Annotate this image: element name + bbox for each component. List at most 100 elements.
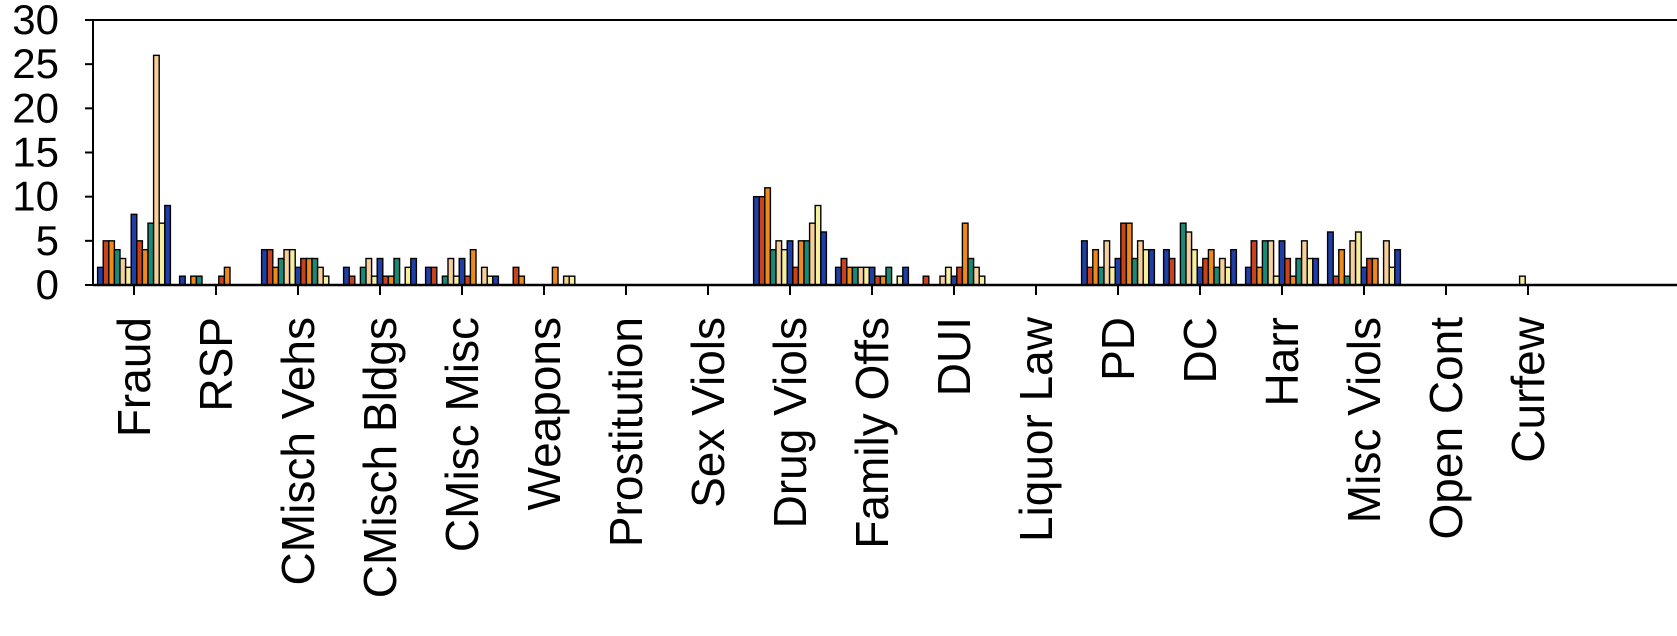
bar — [96, 266, 104, 286]
bar — [862, 266, 870, 286]
bar — [820, 231, 828, 286]
bar — [190, 275, 198, 286]
bar — [1300, 240, 1308, 286]
bar — [410, 257, 418, 286]
bar — [119, 257, 127, 286]
bar — [792, 266, 800, 286]
bar — [452, 275, 460, 286]
y-tick-label: 25 — [12, 40, 59, 87]
bar — [464, 275, 472, 286]
bar — [141, 248, 149, 286]
bar — [1142, 248, 1150, 286]
bar — [562, 275, 570, 286]
bar — [178, 275, 186, 286]
bar — [1190, 248, 1198, 286]
bar — [1092, 248, 1100, 286]
bar — [404, 266, 412, 286]
bar — [879, 275, 887, 286]
bar — [1224, 266, 1232, 286]
x-tick-label: Misc Viols — [1338, 317, 1390, 523]
bar — [424, 266, 432, 286]
bar — [851, 266, 859, 286]
bar — [803, 240, 811, 286]
bar — [896, 275, 904, 286]
bar — [902, 266, 910, 286]
bar — [568, 275, 576, 286]
axes-layer — [92, 19, 1677, 287]
bar — [1120, 222, 1128, 286]
x-tick-label: Curfew — [1502, 316, 1554, 462]
bar — [956, 266, 964, 286]
bar — [846, 266, 854, 286]
bar — [1306, 257, 1314, 286]
bar — [840, 257, 848, 286]
bar — [305, 257, 313, 286]
bar — [480, 266, 488, 286]
bar — [283, 248, 291, 286]
x-tick-label: Open Cont — [1420, 317, 1472, 540]
bar — [195, 275, 203, 286]
bar — [1185, 231, 1193, 286]
bar — [1326, 231, 1334, 286]
x-tick-label: Drug Viols — [764, 317, 816, 528]
bar — [458, 257, 466, 286]
bar — [967, 257, 975, 286]
bar — [316, 266, 324, 286]
bar — [492, 275, 500, 286]
bar — [518, 275, 526, 286]
bar — [1179, 222, 1187, 286]
bar — [1354, 231, 1362, 286]
bar — [1518, 275, 1526, 286]
bar — [218, 275, 226, 286]
bars-layer — [96, 54, 1526, 286]
bar — [1108, 266, 1116, 286]
x-tick-label: PD — [1092, 317, 1144, 381]
bar — [922, 275, 930, 286]
y-tick-label: 20 — [12, 84, 59, 131]
x-tick-label: CMisch Vehs — [272, 317, 324, 585]
bar — [1312, 257, 1320, 286]
x-tick-label: CMisch Bldgs — [354, 317, 406, 598]
y-tick-label: 30 — [12, 0, 59, 43]
bar — [300, 257, 308, 286]
bar — [223, 266, 231, 286]
bar — [1267, 240, 1275, 286]
x-tick-label: Weapons — [518, 317, 570, 511]
bar — [1230, 248, 1238, 286]
bar — [164, 204, 172, 286]
bar — [1207, 248, 1215, 286]
bar — [322, 275, 330, 286]
bar — [272, 266, 280, 286]
y-tick-label: 5 — [36, 217, 59, 264]
bar — [1394, 248, 1402, 286]
x-tick-label: DUI — [928, 317, 980, 396]
bar — [1080, 240, 1088, 286]
bar — [1272, 275, 1280, 286]
bar — [1360, 266, 1368, 286]
y-tick-label: 0 — [36, 261, 59, 308]
x-tick-label: Fraud — [108, 317, 160, 437]
bar — [1218, 257, 1226, 286]
bar — [348, 275, 356, 286]
bar — [814, 204, 822, 286]
bar — [1289, 275, 1297, 286]
bar — [1213, 266, 1221, 286]
bar — [1343, 275, 1351, 286]
x-tick-label: CMisc Misc — [436, 317, 488, 552]
x-tick-label: Liquor Law — [1010, 316, 1062, 542]
bar — [1261, 240, 1269, 286]
bar — [288, 248, 296, 286]
bar — [441, 275, 449, 286]
bar — [113, 248, 121, 286]
bar — [972, 266, 980, 286]
bar — [1256, 266, 1264, 286]
bar — [430, 266, 438, 286]
bar — [1295, 257, 1303, 286]
bar — [944, 266, 952, 286]
bar — [1366, 257, 1374, 286]
bar — [797, 240, 805, 286]
bar — [1349, 240, 1357, 286]
bar — [447, 257, 455, 286]
